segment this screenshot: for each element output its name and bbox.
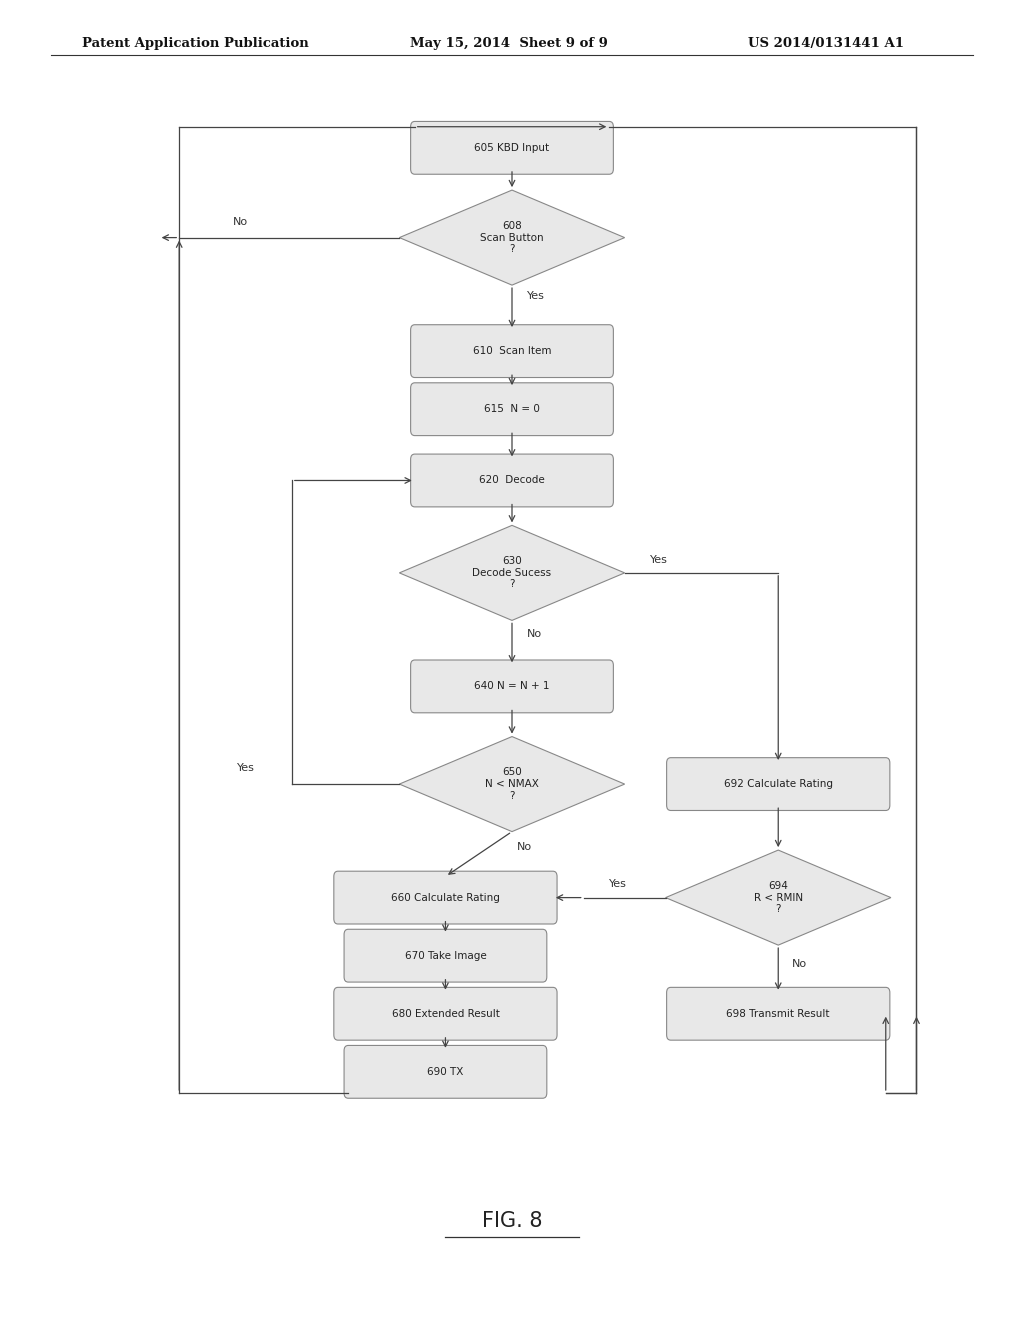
FancyBboxPatch shape [411, 325, 613, 378]
Text: Yes: Yes [650, 554, 668, 565]
Text: 660 Calculate Rating: 660 Calculate Rating [391, 892, 500, 903]
Text: 670 Take Image: 670 Take Image [404, 950, 486, 961]
Text: No: No [233, 216, 248, 227]
Text: 650
N < NMAX
?: 650 N < NMAX ? [485, 767, 539, 801]
Text: Yes: Yes [237, 763, 255, 774]
Text: Patent Application Publication: Patent Application Publication [82, 37, 308, 50]
Text: Yes: Yes [609, 879, 627, 890]
Polygon shape [399, 525, 625, 620]
Text: US 2014/0131441 A1: US 2014/0131441 A1 [748, 37, 903, 50]
FancyBboxPatch shape [411, 383, 613, 436]
Text: 692 Calculate Rating: 692 Calculate Rating [724, 779, 833, 789]
FancyBboxPatch shape [344, 1045, 547, 1098]
Text: 610  Scan Item: 610 Scan Item [473, 346, 551, 356]
Text: 640 N = N + 1: 640 N = N + 1 [474, 681, 550, 692]
Polygon shape [399, 737, 625, 832]
FancyBboxPatch shape [411, 660, 613, 713]
FancyBboxPatch shape [667, 987, 890, 1040]
Polygon shape [399, 190, 625, 285]
Text: FIG. 8: FIG. 8 [481, 1210, 543, 1232]
Text: 615  N = 0: 615 N = 0 [484, 404, 540, 414]
Text: No: No [517, 842, 532, 853]
Text: 620  Decode: 620 Decode [479, 475, 545, 486]
Text: No: No [527, 628, 543, 639]
Polygon shape [666, 850, 891, 945]
Text: 690 TX: 690 TX [427, 1067, 464, 1077]
FancyBboxPatch shape [411, 121, 613, 174]
Text: 630
Decode Sucess
?: 630 Decode Sucess ? [472, 556, 552, 590]
Text: No: No [792, 958, 807, 969]
Text: 698 Transmit Result: 698 Transmit Result [726, 1008, 830, 1019]
Text: Yes: Yes [527, 290, 545, 301]
Text: 605 KBD Input: 605 KBD Input [474, 143, 550, 153]
Text: 680 Extended Result: 680 Extended Result [391, 1008, 500, 1019]
FancyBboxPatch shape [334, 871, 557, 924]
FancyBboxPatch shape [334, 987, 557, 1040]
FancyBboxPatch shape [411, 454, 613, 507]
FancyBboxPatch shape [344, 929, 547, 982]
Text: 608
Scan Button
?: 608 Scan Button ? [480, 220, 544, 255]
Text: May 15, 2014  Sheet 9 of 9: May 15, 2014 Sheet 9 of 9 [410, 37, 607, 50]
Text: 694
R < RMIN
?: 694 R < RMIN ? [754, 880, 803, 915]
FancyBboxPatch shape [667, 758, 890, 810]
